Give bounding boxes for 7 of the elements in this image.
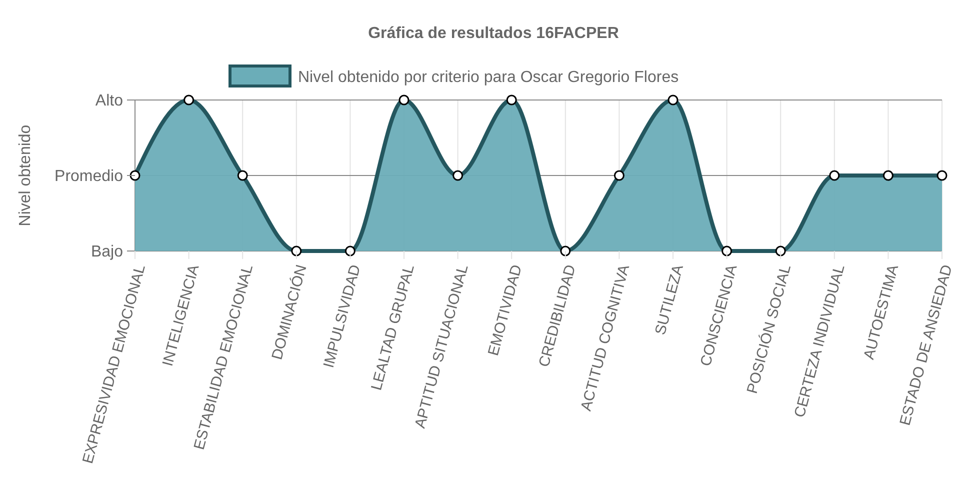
text: Alto [95, 92, 124, 110]
chart-title: Gráfica de resultados 16FACPER [368, 25, 620, 42]
text: Promedio [54, 168, 124, 186]
x-tick-label: LEALTAD GRUPAL [368, 262, 418, 392]
legend-label: Nivel obtenido por criterio para Oscar Gregorio Flores [298, 69, 679, 86]
y-axis-title: Nivel obtenido [17, 124, 34, 226]
text: Bajo [90, 244, 124, 261]
